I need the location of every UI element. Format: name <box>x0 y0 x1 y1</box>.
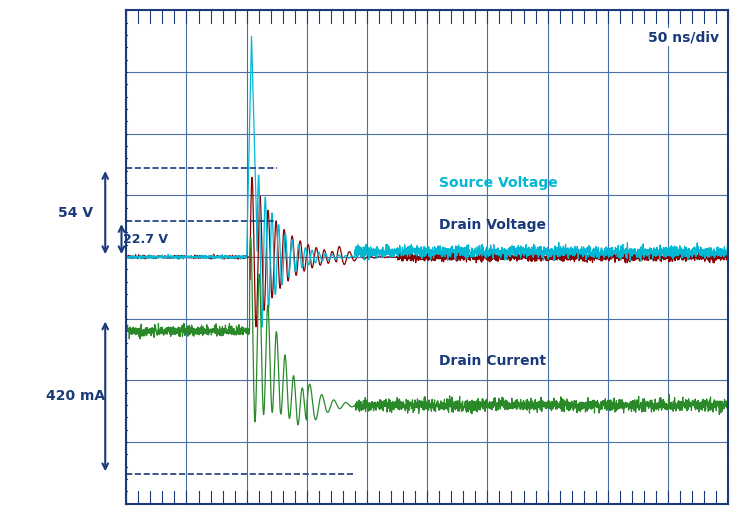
Text: Drain Current: Drain Current <box>439 354 546 368</box>
Text: 22.7 V: 22.7 V <box>123 233 168 246</box>
Text: Source Voltage: Source Voltage <box>439 176 558 190</box>
Text: 54 V: 54 V <box>58 206 93 219</box>
Text: 50 ns/div: 50 ns/div <box>648 30 719 44</box>
Text: 420 mA: 420 mA <box>45 390 105 403</box>
Text: Drain Voltage: Drain Voltage <box>439 218 546 232</box>
